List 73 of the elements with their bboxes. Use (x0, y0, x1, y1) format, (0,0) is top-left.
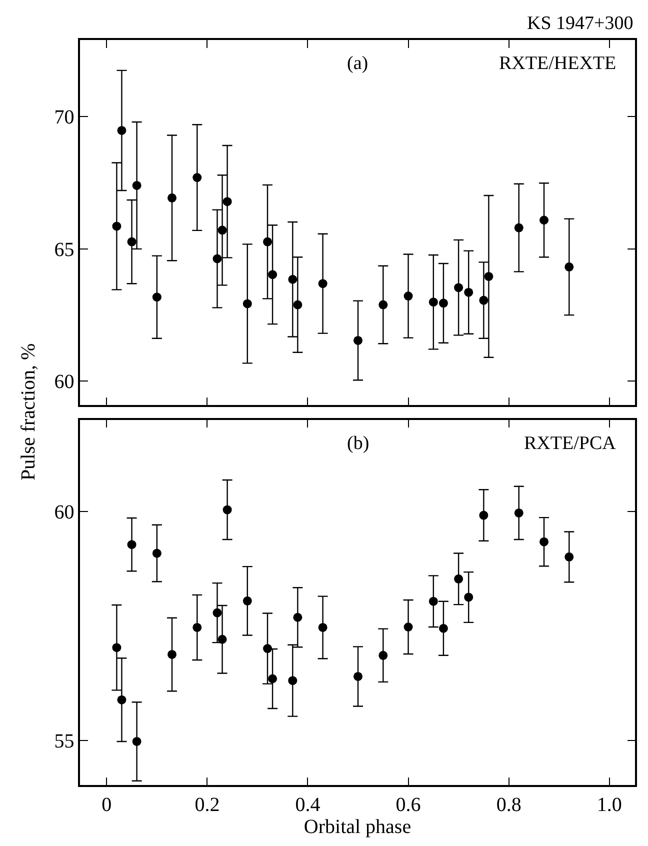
y-tick-label: 55 (54, 730, 74, 753)
point (117, 695, 126, 704)
point (127, 540, 136, 550)
point (428, 298, 438, 307)
point (438, 624, 448, 633)
y-tick-label: 65 (54, 238, 74, 261)
point (454, 283, 464, 292)
point (192, 173, 202, 182)
point (288, 676, 298, 686)
x-tick-label: 1.0 (596, 794, 622, 816)
point (268, 270, 278, 280)
point (293, 612, 302, 622)
point (222, 505, 232, 514)
point (218, 226, 227, 235)
point (404, 292, 413, 301)
x-tick-label: 0.2 (194, 794, 220, 816)
point (218, 634, 227, 644)
chart-title: KS 1947+300 (527, 13, 634, 34)
point (354, 672, 362, 681)
point (127, 237, 136, 246)
point (354, 336, 362, 345)
point (242, 596, 252, 606)
point (564, 552, 574, 562)
point (132, 180, 142, 190)
point (514, 508, 524, 518)
point (212, 608, 222, 618)
point (222, 197, 232, 206)
point (168, 193, 176, 202)
y-axis-title: Pulse fraction, % (18, 343, 40, 480)
point (464, 592, 474, 602)
point (540, 537, 549, 546)
point (152, 548, 162, 558)
point (212, 254, 222, 264)
x-axis-title: Orbital phase (304, 816, 412, 838)
point (117, 126, 126, 135)
point (484, 272, 494, 281)
point (263, 644, 272, 654)
point (540, 216, 549, 225)
point (454, 574, 464, 584)
x-tick-label: 0.6 (396, 794, 421, 816)
point (564, 262, 574, 272)
y-tick-label: 60 (54, 371, 74, 394)
point (318, 622, 328, 632)
point (404, 622, 413, 632)
point (152, 292, 162, 302)
point (479, 510, 488, 520)
point (168, 650, 176, 659)
x-tick-label: 0 (102, 794, 112, 816)
point (378, 300, 388, 310)
x-tick-label: 0.4 (295, 794, 320, 816)
point (378, 650, 388, 660)
point (514, 223, 524, 232)
point (288, 274, 298, 284)
point (192, 622, 202, 632)
point (112, 643, 122, 652)
annotation: RXTE/HEXTE (499, 53, 616, 74)
annotation: RXTE/PCA (524, 433, 616, 454)
point (293, 300, 302, 310)
point (268, 674, 278, 684)
point (428, 596, 438, 606)
point (112, 222, 122, 231)
point (263, 237, 272, 246)
point (242, 299, 252, 308)
y-tick-label: 70 (54, 106, 74, 129)
annotation: (b) (347, 433, 370, 454)
point (132, 736, 142, 746)
point (464, 288, 474, 297)
point (318, 279, 328, 288)
annotation: (a) (347, 53, 368, 74)
x-tick-label: 0.8 (496, 794, 522, 816)
y-tick-label: 60 (54, 502, 74, 524)
point (438, 298, 448, 308)
point (479, 296, 488, 305)
